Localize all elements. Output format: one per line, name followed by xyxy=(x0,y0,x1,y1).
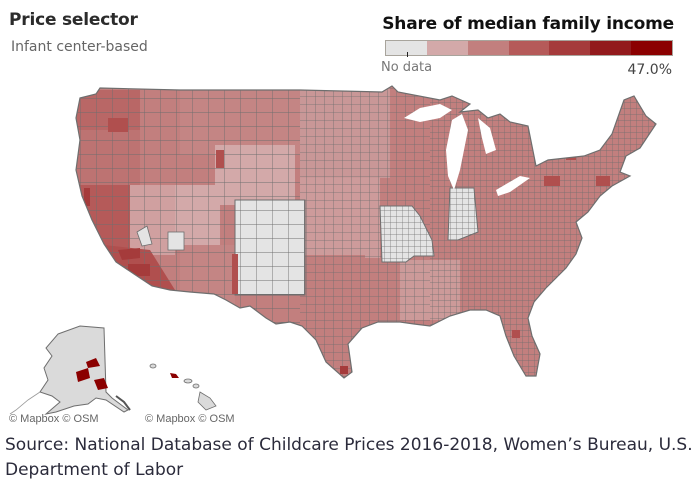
county-dark[interactable] xyxy=(108,118,128,132)
us-mainland[interactable] xyxy=(60,80,680,390)
county-dark[interactable] xyxy=(128,264,150,276)
legend-max-label: 47.0% xyxy=(627,62,672,78)
price-selector-value[interactable]: Infant center-based xyxy=(11,39,148,55)
page-title: Price selector xyxy=(9,10,138,30)
legend-title: Share of median family income xyxy=(382,14,674,34)
legend-tick xyxy=(407,52,408,57)
county-dark[interactable] xyxy=(118,248,140,260)
county-dark[interactable] xyxy=(512,330,520,338)
lake-erie xyxy=(496,176,530,196)
legend-swatch[interactable] xyxy=(467,41,509,55)
county-dark[interactable] xyxy=(596,176,610,186)
county-dark[interactable] xyxy=(84,188,90,206)
lake-huron xyxy=(478,118,496,154)
hawaii-inset[interactable] xyxy=(149,363,217,411)
county-dark[interactable] xyxy=(216,150,224,168)
legend-swatch[interactable] xyxy=(549,41,591,55)
county-dark[interactable] xyxy=(544,176,560,186)
county-no-data[interactable] xyxy=(136,225,153,247)
alaska-inset[interactable] xyxy=(9,325,131,415)
legend-swatch[interactable] xyxy=(590,41,632,55)
alaska-county-dark[interactable] xyxy=(76,368,90,382)
county-dark[interactable] xyxy=(232,254,238,294)
lake-michigan xyxy=(446,114,468,190)
county-no-data[interactable] xyxy=(167,231,185,251)
legend-swatch[interactable] xyxy=(508,41,550,55)
alaska-county-dark[interactable] xyxy=(94,378,108,390)
legend-swatch[interactable] xyxy=(426,41,468,55)
alaska-county-dark[interactable] xyxy=(86,358,100,368)
color-legend xyxy=(385,40,673,56)
legend-min-label: No data xyxy=(381,60,433,75)
map-attribution-right[interactable]: © Mapbox © OSM xyxy=(145,413,235,425)
source-note: Source: National Database of Childcare P… xyxy=(5,435,693,480)
legend-swatch[interactable] xyxy=(386,41,427,55)
county-dark[interactable] xyxy=(340,366,348,374)
lake-superior xyxy=(404,104,452,122)
hawaii-county-dark[interactable] xyxy=(170,373,179,378)
legend-swatch[interactable] xyxy=(631,41,673,55)
map-attribution-left[interactable]: © Mapbox © OSM xyxy=(9,413,99,425)
